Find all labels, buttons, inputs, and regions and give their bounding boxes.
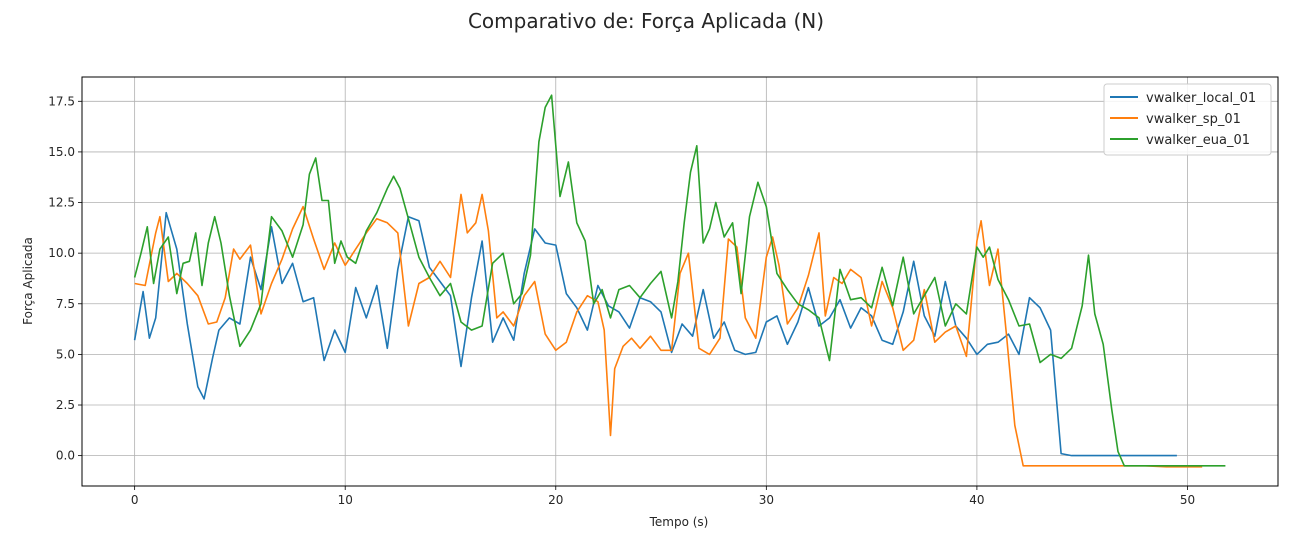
series-line-vwalker-eua-01 xyxy=(133,94,1226,467)
x-axis-label: Tempo (s) xyxy=(649,515,709,529)
y-tick-label: 12.5 xyxy=(48,196,75,210)
grid-lines xyxy=(82,77,1278,486)
legend: vwalker_local_01 vwalker_sp_01 vwalker_eua… xyxy=(1103,83,1272,156)
series-lines xyxy=(133,94,1226,468)
y-tick-label: 5.0 xyxy=(56,347,75,361)
legend-label: vwalker_sp_01 xyxy=(1146,112,1241,127)
x-tick-label: 10 xyxy=(338,493,353,507)
y-tick-label: 15.0 xyxy=(48,145,75,159)
y-tick-label: 0.0 xyxy=(56,449,75,463)
chart-title: Comparativo de: Força Aplicada (N) xyxy=(468,9,824,33)
x-tick-label: 50 xyxy=(1180,493,1195,507)
legend-label: vwalker_local_01 xyxy=(1146,91,1256,106)
plot-frame xyxy=(81,76,1279,487)
y-axis-label: Força Aplicada xyxy=(21,237,35,325)
y-tick-label: 2.5 xyxy=(56,398,75,412)
x-tick-label: 40 xyxy=(969,493,984,507)
x-tick-label: 30 xyxy=(759,493,774,507)
x-tick-label: 0 xyxy=(131,493,139,507)
x-tick-label: 20 xyxy=(548,493,563,507)
y-axis-ticks: 0.0 2.5 5.0 7.5 10.0 12.5 15.0 17.5 xyxy=(48,94,82,463)
series-line-vwalker-local-01 xyxy=(133,211,1177,457)
series-line-vwalker-sp-01 xyxy=(134,193,1203,468)
legend-label: vwalker_eua_01 xyxy=(1146,133,1250,148)
y-tick-label: 17.5 xyxy=(48,94,75,108)
x-axis-ticks: 0 10 20 30 40 50 xyxy=(131,486,1195,507)
y-tick-label: 7.5 xyxy=(56,297,75,311)
legend-box xyxy=(1103,83,1272,156)
y-tick-label: 10.0 xyxy=(48,246,75,260)
